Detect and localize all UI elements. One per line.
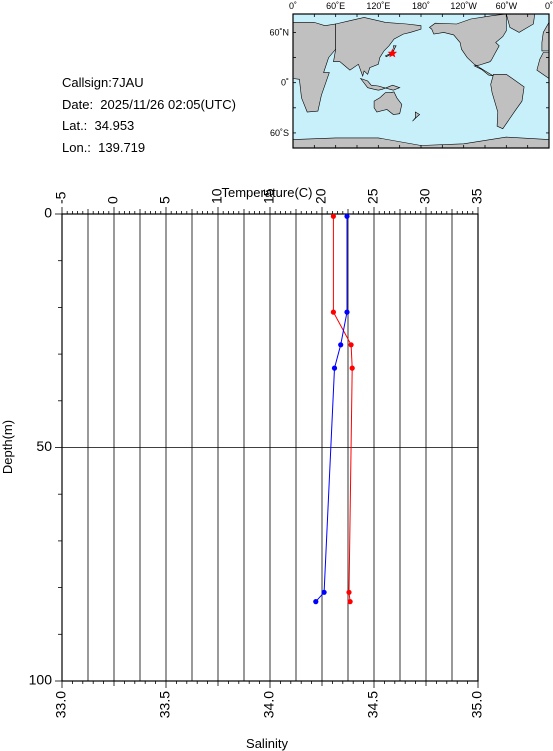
- salinity-line: [315, 216, 348, 602]
- land-mass-8: [490, 74, 525, 130]
- land-mass-1: [333, 17, 422, 77]
- top-axis-title: Temperature(C): [221, 185, 312, 200]
- map-lon-label: 0˚: [545, 1, 553, 11]
- salinity-point: [331, 365, 338, 371]
- land-mass-5: [412, 111, 421, 122]
- series-layer: [313, 213, 355, 605]
- temperature-tick-label: 20: [313, 188, 329, 204]
- depth-ticks: 0 50 100: [29, 205, 62, 688]
- station-star: [387, 48, 398, 58]
- salinity-point: [313, 599, 319, 605]
- longitude-text: Lon.: 139.719: [62, 139, 146, 155]
- temperature-point: [330, 309, 336, 315]
- salinity-tick-label: 33.5: [157, 691, 173, 718]
- map-lat-label: 60˚S: [270, 128, 289, 138]
- station-marker: [387, 48, 398, 58]
- salinity-point: [338, 342, 344, 348]
- map-lon-label: 180˚: [412, 1, 430, 11]
- salinity-tick-label: 34.0: [261, 691, 277, 718]
- salinity-ticks: 33.0 33.5 34.0 34.5 35.0: [53, 681, 485, 718]
- temperature-tick-label: 0: [105, 196, 121, 204]
- callsign-text: Callsign:7JAU: [62, 75, 144, 90]
- map-lon-label: 0˚: [289, 1, 297, 11]
- land-mass-9: [536, 52, 549, 79]
- map-lat-labels: 60˚N 0˚ 60˚S: [269, 27, 289, 138]
- salinity-point: [344, 213, 350, 219]
- temperature-point: [349, 365, 355, 371]
- map-lon-label: 60˚W: [496, 1, 518, 11]
- land-mass-3: [359, 77, 401, 91]
- map-ticks: [292, 14, 550, 148]
- land-mass-0: [293, 22, 337, 113]
- map-lat-label: 0˚: [281, 78, 289, 88]
- land-mass-4: [373, 91, 403, 115]
- bottom-axis-title: Salinity: [246, 736, 288, 751]
- depth-tick-label: 50: [36, 438, 52, 454]
- map-lon-labels: 0˚ 60˚E 120˚E 180˚ 120˚W 60˚W 0˚: [289, 1, 553, 11]
- date-text: Date: 2025/11/26 02:05(UTC): [62, 96, 236, 112]
- chart-grid: [62, 214, 478, 681]
- map-lat-label: 60˚N: [269, 27, 289, 37]
- map-lon-label: 120˚E: [366, 1, 390, 11]
- salinity-point: [344, 309, 350, 315]
- map-lon-label: 60˚E: [326, 1, 345, 11]
- station-info: Callsign:7JAU Date: 2025/11/26 02:05(UTC…: [62, 72, 236, 158]
- salinity-tick-label: 33.0: [53, 691, 69, 718]
- depth-tick-label: 100: [29, 672, 53, 688]
- temperature-ticks: -5 0 5 10 15 20 25 30 35: [53, 188, 485, 214]
- temperature-tick-label: 10: [209, 188, 225, 204]
- temperature-point: [347, 599, 353, 605]
- temperature-tick-label: 35: [469, 188, 485, 204]
- temperature-point: [348, 342, 354, 348]
- map-lon-label: 120˚W: [450, 1, 477, 11]
- land-mass-10: [541, 21, 549, 52]
- temperature-line: [332, 216, 353, 602]
- land-mass-6: [429, 14, 507, 77]
- temperature-tick-label: 5: [157, 196, 173, 204]
- temperature-tick-label: 25: [365, 188, 381, 204]
- temperature-point: [346, 589, 352, 595]
- latitude-text: Lat.: 34.953: [62, 118, 135, 133]
- salinity-tick-label: 35.0: [469, 691, 485, 718]
- temperature-tick-label: 15: [261, 188, 277, 204]
- temperature-tick-label: 30: [417, 188, 433, 204]
- left-axis-title: Depth(m): [0, 420, 15, 474]
- salinity-point: [321, 589, 327, 595]
- temperature-point: [330, 213, 336, 219]
- salinity-tick-label: 34.5: [365, 691, 381, 718]
- temperature-tick-label: -5: [53, 191, 69, 204]
- depth-tick-label: 0: [44, 205, 52, 221]
- land-mass-7: [505, 14, 535, 33]
